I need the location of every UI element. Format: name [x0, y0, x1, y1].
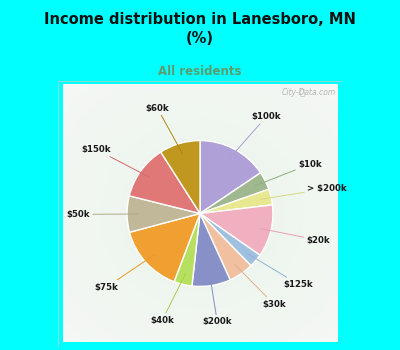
- Wedge shape: [200, 214, 251, 280]
- Text: $75k: $75k: [94, 255, 154, 292]
- Text: $125k: $125k: [247, 253, 314, 289]
- Text: $40k: $40k: [150, 274, 186, 325]
- Text: > $200k: > $200k: [260, 184, 347, 199]
- Text: City-Data.com: City-Data.com: [282, 89, 336, 98]
- Wedge shape: [127, 196, 200, 232]
- Text: $10k: $10k: [255, 160, 322, 186]
- Text: $100k: $100k: [229, 112, 281, 159]
- Wedge shape: [200, 189, 272, 214]
- Text: $150k: $150k: [81, 145, 150, 177]
- Wedge shape: [161, 141, 200, 214]
- Wedge shape: [200, 173, 269, 214]
- Wedge shape: [130, 214, 200, 282]
- Wedge shape: [200, 214, 260, 266]
- Wedge shape: [200, 141, 260, 214]
- Text: $200k: $200k: [202, 275, 232, 327]
- Wedge shape: [192, 214, 230, 286]
- Text: $50k: $50k: [66, 210, 138, 219]
- Text: $20k: $20k: [260, 229, 330, 245]
- Text: ⓘ: ⓘ: [300, 89, 305, 98]
- Text: All residents: All residents: [158, 65, 242, 78]
- Text: $60k: $60k: [146, 104, 183, 154]
- Text: Income distribution in Lanesboro, MN
(%): Income distribution in Lanesboro, MN (%): [44, 12, 356, 46]
- Bar: [58, 80, 342, 346]
- Text: $30k: $30k: [235, 265, 286, 309]
- Wedge shape: [129, 152, 200, 214]
- Wedge shape: [200, 205, 273, 255]
- Wedge shape: [174, 214, 200, 286]
